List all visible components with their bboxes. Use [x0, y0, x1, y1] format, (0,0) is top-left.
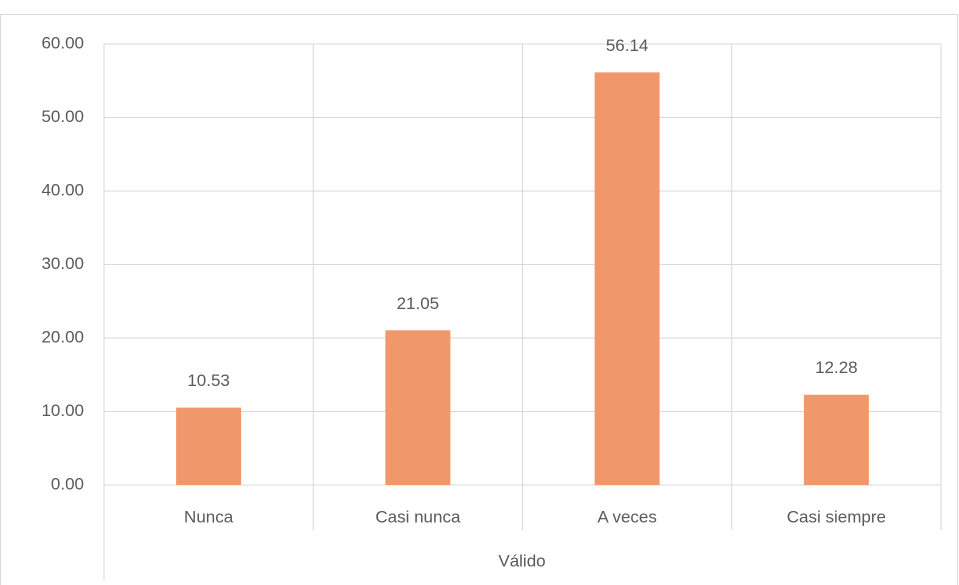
data-label: 56.14: [606, 36, 649, 55]
bar: [385, 330, 451, 485]
x-tick-label: Casi siempre: [787, 507, 886, 526]
y-tick-label: 30.00: [41, 254, 84, 273]
y-tick-label: 40.00: [41, 180, 84, 199]
data-label: 21.05: [397, 294, 440, 313]
bar: [594, 72, 660, 485]
data-label: 10.53: [187, 371, 230, 390]
chart-frame: [0, 14, 958, 585]
y-tick-label: 0.00: [51, 474, 84, 493]
y-tick-label: 50.00: [41, 107, 84, 126]
x-tick-label: Nunca: [184, 507, 234, 526]
y-tick-label: 60.00: [41, 33, 84, 52]
x-tick-label: Casi nunca: [375, 507, 461, 526]
data-label: 12.28: [815, 358, 858, 377]
x-tick-label: A veces: [597, 507, 657, 526]
y-tick-label: 20.00: [41, 327, 84, 346]
x-axis-label: Válido: [498, 551, 545, 570]
y-tick-label: 10.00: [41, 401, 84, 420]
bar: [176, 407, 242, 485]
bar: [803, 394, 869, 485]
